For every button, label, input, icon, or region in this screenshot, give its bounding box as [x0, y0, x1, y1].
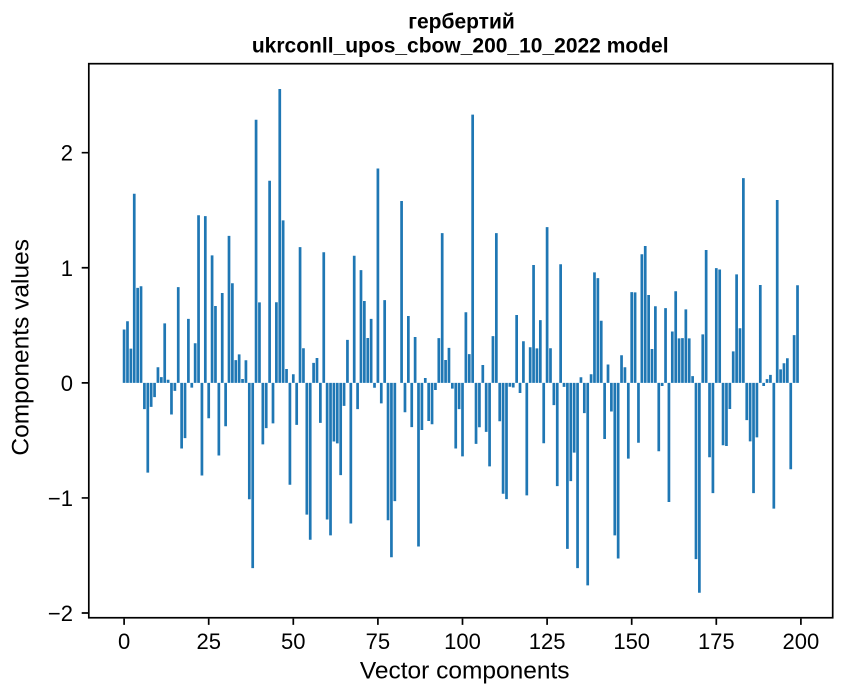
svg-text:−1: −1 — [48, 486, 73, 511]
svg-text:150: 150 — [613, 629, 650, 654]
svg-text:25: 25 — [196, 629, 220, 654]
svg-text:0: 0 — [118, 629, 130, 654]
svg-text:Components values: Components values — [8, 239, 35, 456]
svg-text:50: 50 — [281, 629, 305, 654]
svg-text:175: 175 — [698, 629, 735, 654]
svg-text:Vector components: Vector components — [360, 657, 570, 684]
svg-text:−2: −2 — [48, 601, 73, 626]
svg-text:0: 0 — [61, 371, 73, 396]
svg-text:100: 100 — [444, 629, 481, 654]
svg-text:ukrconll_upos_cbow_200_10_2022: ukrconll_upos_cbow_200_10_2022 model — [252, 35, 669, 58]
svg-text:гербертий: гербертий — [408, 11, 515, 34]
svg-text:2: 2 — [61, 141, 73, 166]
svg-text:200: 200 — [783, 629, 820, 654]
svg-text:125: 125 — [529, 629, 566, 654]
svg-text:75: 75 — [366, 629, 390, 654]
svg-text:1: 1 — [61, 256, 73, 281]
